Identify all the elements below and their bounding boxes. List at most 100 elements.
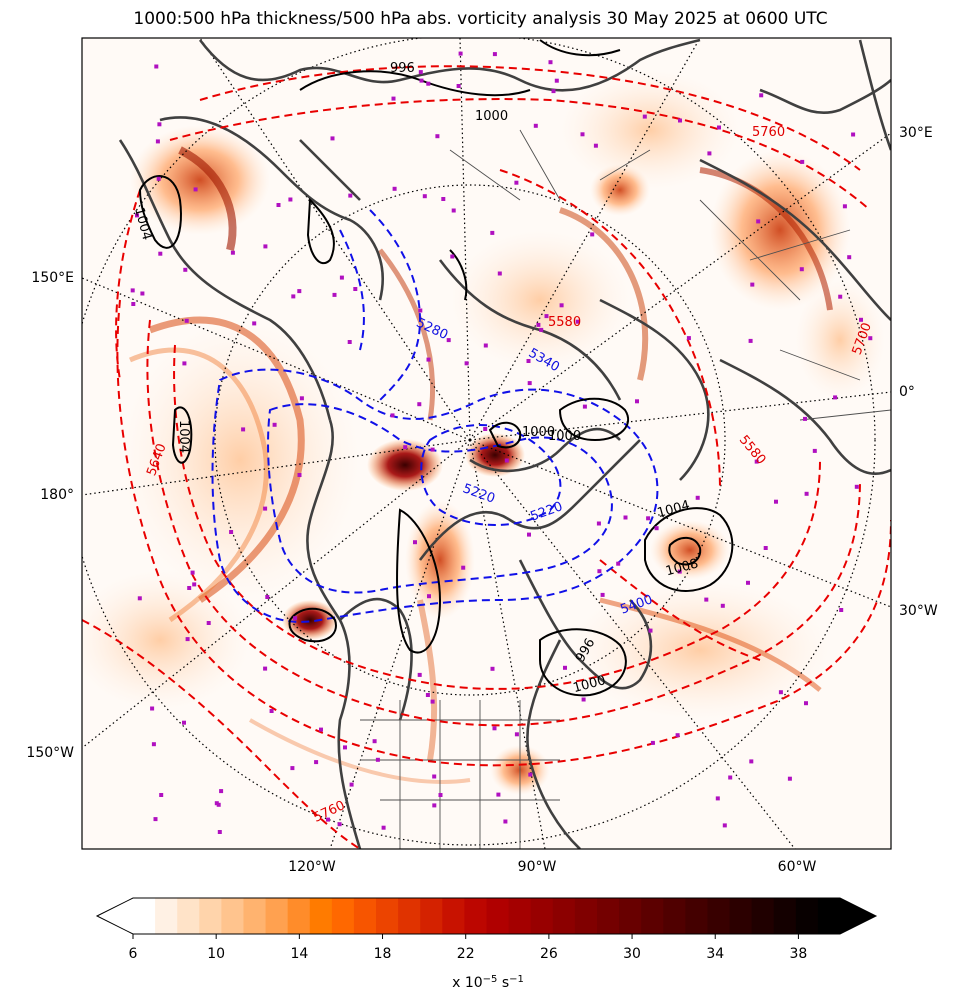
thickness-contours-warm [82,65,891,849]
station-marker [464,361,469,366]
station-marker [288,197,293,202]
station-marker [812,448,817,453]
colorbar-bin [486,898,510,934]
station-marker [548,60,553,65]
station-marker [229,530,234,534]
station-marker [432,774,437,779]
station-marker [432,803,437,808]
borders [360,129,891,849]
colorbar-tick-label: 34 [706,946,724,962]
station-marker [430,447,435,452]
lon-label-right: 0° [899,384,915,400]
station-marker [503,819,508,824]
pressure-label: 1000 [548,429,581,444]
colorbar-ticks: 6 10 14 18 22 26 30 34 38 [129,934,807,962]
station-marker [381,825,386,830]
colorbar-bin [376,898,399,934]
station-marker [504,458,509,463]
station-marker [182,361,187,366]
station-marker [216,802,221,807]
station-marker [720,603,725,608]
colorbar-bin [309,898,333,934]
colorbar-tick-label: 38 [789,946,807,962]
station-marker [492,52,497,57]
station-marker [675,733,680,738]
station-marker [269,709,274,713]
colorbar-tick-label: 22 [457,946,475,962]
station-marker [800,159,805,164]
colorbar-tick-label: 10 [207,946,225,962]
colorbar-bin [751,898,775,934]
station-marker [704,597,709,602]
station-marker [787,776,792,781]
station-marker [799,267,804,272]
station-marker [646,516,651,521]
colorbar: 6 10 14 18 22 26 30 34 38 x 10−5 s−1 [95,897,878,992]
station-marker [763,546,768,550]
station-marker [343,745,347,750]
station-marker [514,732,519,737]
station-marker [778,690,783,695]
colorbar-bin [641,898,664,934]
colorbar-bin [177,898,200,934]
station-marker [526,359,531,363]
station-marker [635,399,639,404]
station-marker [650,740,655,745]
lon-label-bottom: 60°W [778,859,817,875]
station-marker [297,473,302,477]
colorbar-label: x 10−5 s−1 [452,974,524,992]
station-marker [497,271,502,276]
station-marker [418,308,423,313]
station-marker [483,427,488,431]
station-marker [746,580,750,585]
colorbar-tick-label: 26 [540,946,558,962]
station-marker [600,592,605,597]
station-marker [403,445,408,450]
station-marker [554,78,559,83]
station-marker [206,621,211,625]
station-marker [722,823,727,828]
colorbar-bin [817,898,841,934]
station-marker [582,404,587,409]
station-marker [155,139,160,144]
station-marker [451,208,456,213]
colorbar-tick-label: 14 [290,946,308,962]
colorbar-bin [530,898,554,934]
graticule [82,38,891,849]
station-marker [438,793,443,797]
colorbar-bin [707,898,731,934]
station-markers [130,51,873,834]
station-marker [276,203,281,207]
lon-label-right: 30°E [899,125,933,141]
map-title: 1000:500 hPa thickness/500 hPa abs. vort… [133,9,828,29]
station-marker [418,70,423,75]
station-marker [483,343,488,348]
station-marker [337,822,342,827]
colorbar-bin [464,898,488,934]
colorbar-bin [663,898,686,934]
station-marker [290,766,295,771]
colorbar-bin [199,898,222,934]
station-marker [263,244,268,249]
station-marker [833,395,838,400]
station-marker [158,251,163,256]
station-marker [686,336,691,341]
station-marker [750,282,755,287]
station-marker [422,194,427,199]
station-marker [219,789,224,794]
station-marker [297,289,302,294]
colorbar-bin [353,898,377,934]
station-marker [319,727,323,732]
station-marker [728,775,733,780]
station-marker [575,319,580,324]
station-marker [185,637,190,642]
colorbar-bin [398,898,421,934]
station-marker [461,565,466,570]
pressure-label: 1000 [475,109,508,124]
map-content: 5760 5640 5760 5700 5580 5580 5280 5340 … [82,38,891,849]
station-marker [375,757,380,762]
station-marker [427,594,431,599]
station-marker [839,608,844,612]
station-marker [854,484,859,489]
station-marker [263,506,268,511]
